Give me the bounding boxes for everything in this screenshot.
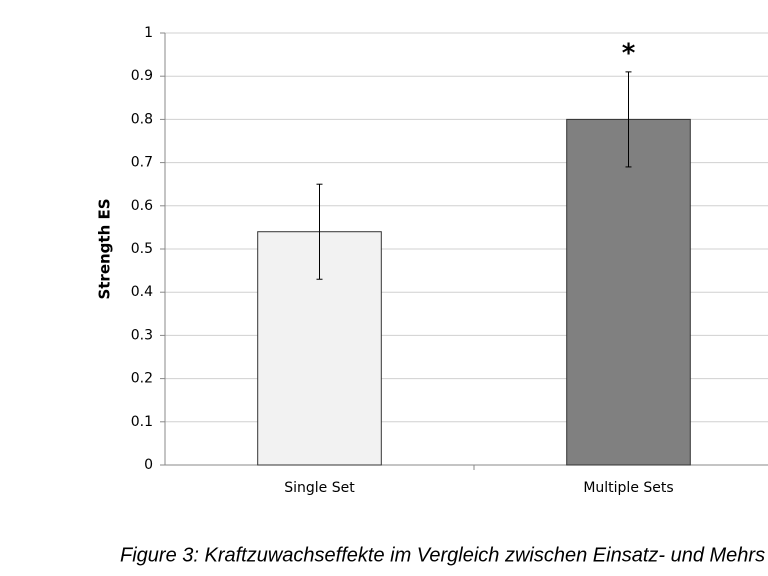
caption: Figure 3: Kraftzuwachseffekte im Verglei… <box>120 544 765 566</box>
y-tick-label: 0.7 <box>131 155 153 171</box>
y-tick-label: 0 <box>144 457 153 473</box>
y-tick-label: 0.4 <box>131 284 153 300</box>
y-tick-label: 0.3 <box>131 327 153 343</box>
bar <box>566 118 691 466</box>
error-bar <box>625 71 632 168</box>
x-tick-label: Single Set <box>284 480 355 496</box>
y-tick-label: 1 <box>144 25 153 41</box>
y-tick-label: 0.9 <box>131 68 153 84</box>
x-tick-label: Multiple Sets <box>583 480 673 496</box>
y-tick-label: 0.1 <box>131 414 153 430</box>
y-tick-label: 0.6 <box>131 198 153 214</box>
error-bar <box>316 183 323 280</box>
y-tick-label: 0.2 <box>131 371 153 387</box>
y-tick-label: 0.8 <box>131 111 153 127</box>
y-axis-label: Strength ES <box>96 198 114 299</box>
y-tick-label: 0.5 <box>131 241 153 257</box>
annotation: * <box>622 38 636 68</box>
